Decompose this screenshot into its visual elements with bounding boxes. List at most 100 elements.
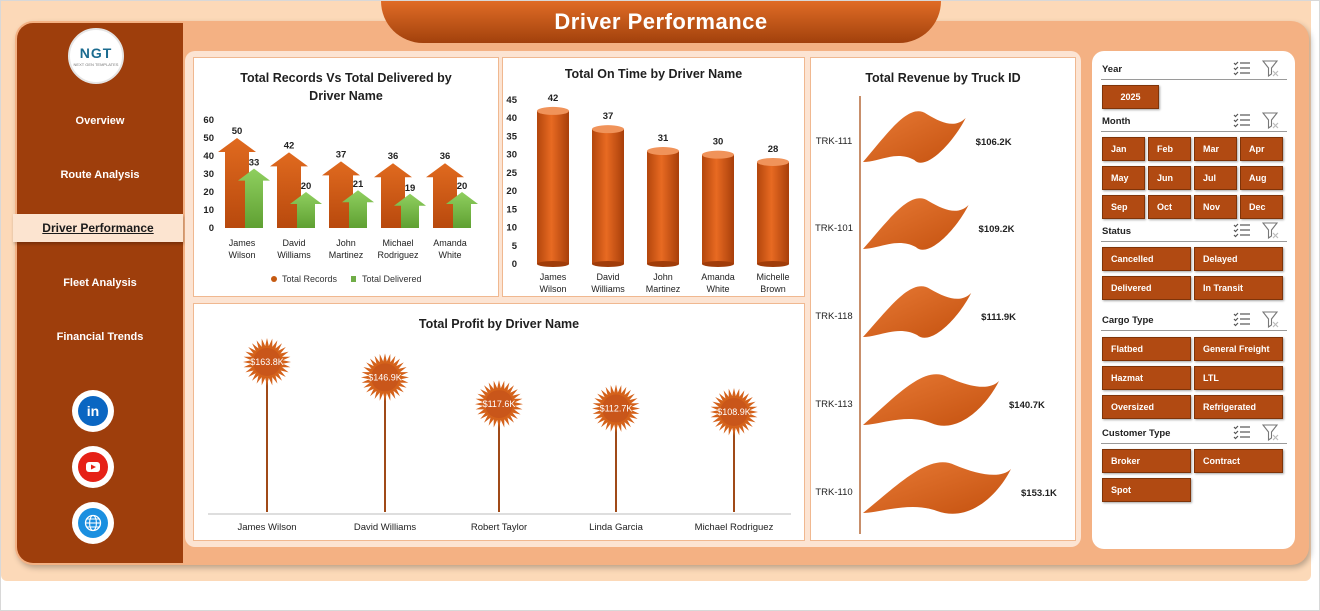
month-option[interactable]: Mar	[1194, 137, 1237, 161]
ontime-ytick: 20	[506, 186, 517, 197]
ontime-bar	[537, 110, 569, 264]
records-title-line2: Driver Name	[309, 89, 383, 103]
revenue-ylabel: TRK-111	[816, 136, 853, 147]
ontime-bar-top	[592, 125, 624, 134]
nav-driver-performance[interactable]: Driver Performance	[13, 214, 183, 242]
clear-filter-icon[interactable]	[1261, 311, 1280, 332]
filter-divider	[1101, 443, 1287, 444]
records-ytick: 20	[203, 187, 214, 198]
multi-select-icon[interactable]	[1233, 311, 1251, 330]
legend-delivered-swatch	[351, 276, 356, 282]
cargo-type-option[interactable]: Oversized	[1102, 395, 1191, 419]
ontime-bar-base	[537, 261, 569, 267]
nav-overview[interactable]: Overview	[75, 115, 125, 127]
records-bar-label: 36	[440, 151, 451, 162]
revenue-flag	[863, 198, 969, 250]
ontime-bar-label: 42	[548, 93, 559, 104]
clear-filter-icon[interactable]	[1261, 424, 1280, 445]
month-option[interactable]: Apr	[1240, 137, 1283, 161]
revenue-chart: TRK-111 $106.2K TRK-101 $109.2K TRK-118 $111.…	[815, 96, 1057, 534]
profit-xlabel: James Wilson	[237, 522, 296, 533]
profit-panel: Total Profit by Driver Name $163.8K James…	[193, 303, 805, 541]
records-ytick: 30	[203, 169, 214, 180]
profit-burst-core	[602, 394, 630, 423]
ontime-xlabel: John	[653, 272, 673, 282]
month-option[interactable]: Feb	[1148, 137, 1191, 161]
multi-select-icon[interactable]	[1233, 60, 1251, 79]
nav-route-analysis[interactable]: Route Analysis	[60, 169, 140, 181]
ontime-bar-label: 30	[713, 137, 724, 148]
month-option[interactable]: Jan	[1102, 137, 1145, 161]
profit-xlabel: David Williams	[354, 522, 417, 533]
records-panel: Total Records Vs Total Delivered by Driv…	[193, 57, 499, 297]
clear-filter-icon[interactable]	[1261, 60, 1280, 81]
month-option[interactable]: Nov	[1194, 195, 1237, 219]
ontime-title: Total On Time by Driver Name	[564, 67, 743, 81]
customer-type-option[interactable]: Broker	[1102, 449, 1191, 473]
month-option[interactable]: Aug	[1240, 166, 1283, 190]
ontime-ytick: 10	[506, 223, 517, 234]
ontime-bar-base	[702, 261, 734, 267]
month-option[interactable]: Jun	[1148, 166, 1191, 190]
customer-type-option[interactable]: Spot	[1102, 478, 1191, 502]
status-option[interactable]: Delivered	[1102, 276, 1191, 300]
revenue-panel: Total Revenue by Truck ID TRK-111 $106.2K…	[810, 57, 1076, 541]
revenue-value-label: $140.7K	[1009, 400, 1045, 411]
ontime-bar-top	[757, 157, 789, 166]
ontime-xlabel: David	[596, 272, 619, 282]
revenue-title: Total Revenue by Truck ID	[865, 71, 1021, 85]
nav-financial-trends[interactable]: Financial Trends	[56, 331, 144, 343]
delivered-bar-label: 19	[405, 183, 416, 194]
website-button[interactable]	[72, 502, 114, 544]
multi-select-icon[interactable]	[1233, 424, 1251, 443]
month-option[interactable]: Oct	[1148, 195, 1191, 219]
customer-type-option[interactable]: Contract	[1194, 449, 1283, 473]
cargo-type-option[interactable]: General Freight	[1194, 337, 1283, 361]
multi-select-icon[interactable]	[1233, 222, 1251, 241]
revenue-ylabel: TRK-118	[815, 311, 852, 322]
legend-records-label: Total Records	[282, 274, 338, 284]
page-title: Driver Performance	[554, 9, 768, 34]
ontime-xlabel: James	[540, 272, 567, 282]
profit-xlabel: Robert Taylor	[471, 522, 527, 533]
revenue-value-label: $109.2K	[979, 224, 1015, 235]
ontime-bar	[702, 154, 734, 264]
year-option[interactable]: 2025	[1102, 85, 1159, 109]
profit-burst-core	[485, 390, 513, 419]
revenue-value-label: $111.9K	[981, 312, 1016, 323]
status-option[interactable]: In Transit	[1194, 276, 1283, 300]
cargo-type-option[interactable]: Flatbed	[1102, 337, 1191, 361]
multi-select-icon[interactable]	[1233, 112, 1251, 131]
records-xlabel: David	[282, 238, 305, 248]
profit-xlabel: Linda Garcia	[589, 522, 644, 533]
records-xlabel: White	[438, 250, 461, 260]
clear-filter-icon[interactable]	[1261, 222, 1280, 243]
ontime-ytick: 35	[506, 131, 517, 142]
youtube-button[interactable]	[72, 446, 114, 488]
revenue-ylabel: TRK-113	[815, 399, 852, 410]
profit-value-label: $117.6K	[483, 399, 516, 409]
cargo-type-option[interactable]: LTL	[1194, 366, 1283, 390]
profit-value-label: $163.8K	[250, 357, 284, 367]
nav-fleet-analysis[interactable]: Fleet Analysis	[63, 277, 137, 289]
month-option[interactable]: May	[1102, 166, 1145, 190]
month-option[interactable]: Jul	[1194, 166, 1237, 190]
records-xlabel: Martinez	[329, 250, 364, 260]
records-title-line1: Total Records Vs Total Delivered by	[240, 71, 452, 85]
month-option[interactable]: Dec	[1240, 195, 1283, 219]
status-option[interactable]: Delayed	[1194, 247, 1283, 271]
status-option[interactable]: Cancelled	[1102, 247, 1191, 271]
records-ytick: 50	[203, 133, 214, 144]
records-xlabel: Michael	[382, 238, 413, 248]
delivered-bar	[290, 192, 322, 228]
filter-divider	[1101, 79, 1287, 80]
clear-filter-icon[interactable]	[1261, 112, 1280, 133]
cargo-type-option[interactable]: Hazmat	[1102, 366, 1191, 390]
linkedin-button[interactable]: in	[72, 390, 114, 432]
month-option[interactable]: Sep	[1102, 195, 1145, 219]
delivered-bar-label: 21	[353, 179, 364, 190]
ontime-ytick: 30	[506, 150, 517, 161]
cargo-type-option[interactable]: Refrigerated	[1194, 395, 1283, 419]
ontime-bar-base	[757, 261, 789, 267]
logo-subtext: NEXT GEN TEMPLATES	[73, 61, 119, 67]
